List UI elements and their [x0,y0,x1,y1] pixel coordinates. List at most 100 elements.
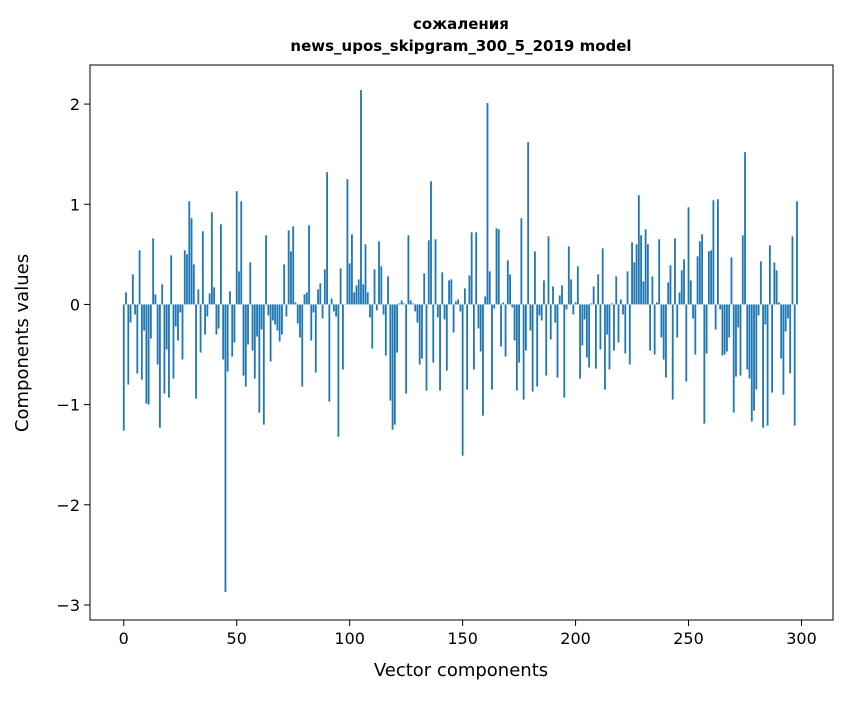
bar [383,304,385,314]
bar [349,263,351,304]
bar [290,251,292,304]
bar [448,280,450,304]
y-tick-label: −2 [56,496,80,515]
bar [405,304,407,393]
bar [586,304,588,357]
bar [581,304,583,345]
bar [496,228,498,304]
bar [773,262,775,304]
bar [719,304,721,309]
bar [337,304,339,436]
bar [403,303,405,304]
bar [193,264,195,304]
bar [231,304,233,356]
bar [123,304,125,430]
bar [681,270,683,304]
bar [279,304,281,341]
bar [493,304,495,308]
bar [674,238,676,304]
bar [685,304,687,381]
bar [136,304,138,373]
bar [751,304,753,421]
bar [265,235,267,304]
bar [342,304,344,369]
bar [401,300,403,304]
bar [419,304,421,364]
bar [206,304,208,316]
bar [134,304,136,314]
bar [570,279,572,304]
bar [778,302,780,304]
bar [238,271,240,304]
bar [213,287,215,304]
bar [306,292,308,304]
bar [351,234,353,304]
bar [417,304,419,322]
bar [256,304,258,336]
bar [414,304,416,311]
bar [254,304,256,378]
bar [744,152,746,304]
bar [301,304,303,386]
bar [654,304,656,354]
bar [398,303,400,304]
y-tick-label: 2 [70,95,80,114]
bar [489,271,491,304]
bar [536,304,538,386]
bar [676,304,678,337]
bar [530,304,532,330]
bar [688,207,690,304]
bar [672,304,674,399]
bar [166,304,168,349]
bar [724,304,726,354]
bar [737,304,739,327]
bar [191,218,193,304]
bar [771,304,773,392]
bar [159,304,161,427]
bar [615,276,617,304]
bar [292,226,294,304]
bar [609,304,611,369]
bar [234,304,236,342]
bar [627,271,629,304]
bar [272,304,274,320]
bar [487,103,489,304]
bar [319,283,321,304]
bar [656,302,658,304]
bar [365,244,367,304]
bar [225,304,227,592]
bar [620,299,622,304]
bar [511,304,513,307]
bar [367,292,369,304]
bar [636,244,638,304]
bar [783,304,785,394]
bar [155,294,157,304]
bar [794,304,796,425]
bar [410,300,412,304]
y-axis-label: Components values [12,254,33,432]
bar [792,236,794,304]
x-tick-label: 50 [227,629,247,648]
bar [629,304,631,364]
bar [670,265,672,304]
bar [462,304,464,455]
bar [638,195,640,304]
bar [658,239,660,304]
bar [143,304,145,330]
bar [297,304,299,323]
bar [731,257,733,304]
bar [299,304,301,337]
bar [649,304,651,350]
bar [514,304,516,340]
bar [209,293,211,304]
bar [728,304,730,337]
bar [446,304,448,370]
bar [435,239,437,304]
bar [141,304,143,379]
bar [396,304,398,352]
bar [796,201,798,304]
bar [767,304,769,425]
bar [315,304,317,372]
bar [491,304,493,389]
bar [139,250,141,304]
